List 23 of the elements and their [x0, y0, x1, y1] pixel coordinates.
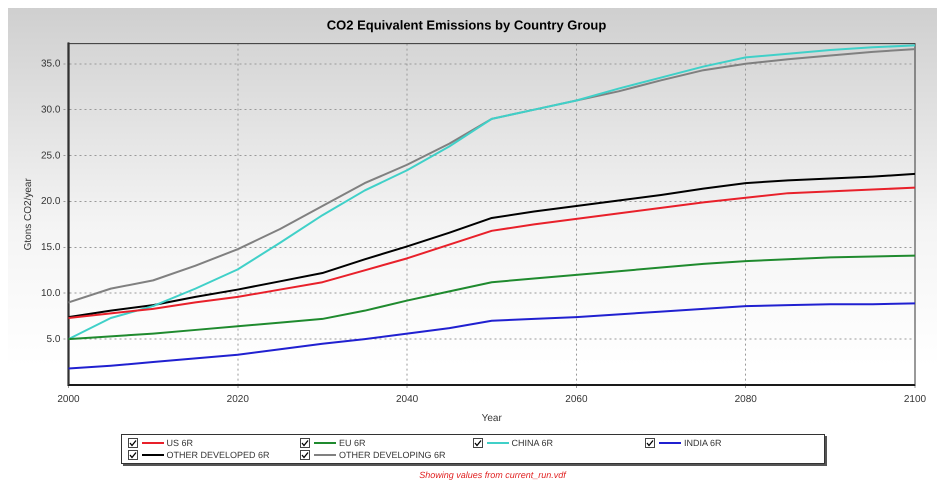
x-tick-label: 2060: [565, 394, 588, 405]
x-tick-label: 2040: [396, 394, 419, 405]
y-tick-label: 20.0: [40, 196, 61, 208]
legend-label: CHINA 6R: [512, 438, 554, 448]
legend-label: OTHER DEVELOPED 6R: [166, 450, 270, 460]
y-axis-title: Gtons CO2/year: [22, 178, 34, 250]
y-tick-label: 5.0: [46, 334, 61, 345]
y-tick-label: 25.0: [40, 150, 61, 162]
x-tick-label: 2020: [226, 394, 250, 405]
legend-label: EU 6R: [339, 438, 366, 448]
x-axis-title: Year: [482, 412, 502, 424]
y-tick-label: 30.0: [40, 104, 61, 116]
y-tick-label: 35.0: [40, 58, 61, 70]
x-tick-label: 2100: [904, 394, 927, 405]
legend-label: US 6R: [166, 438, 194, 448]
chart-title: CO2 Equivalent Emissions by Country Group: [326, 17, 606, 32]
y-tick-label: 10.0: [40, 288, 61, 299]
text: Showing values from current_run.vdf: [418, 470, 568, 480]
legend-label: INDIA 6R: [684, 438, 722, 448]
x-tick-label: 2000: [57, 394, 80, 405]
y-tick-label: 15.0: [40, 242, 61, 254]
x-tick-label: 2080: [734, 394, 758, 405]
legend-label: OTHER DEVELOPING 6R: [339, 450, 446, 460]
